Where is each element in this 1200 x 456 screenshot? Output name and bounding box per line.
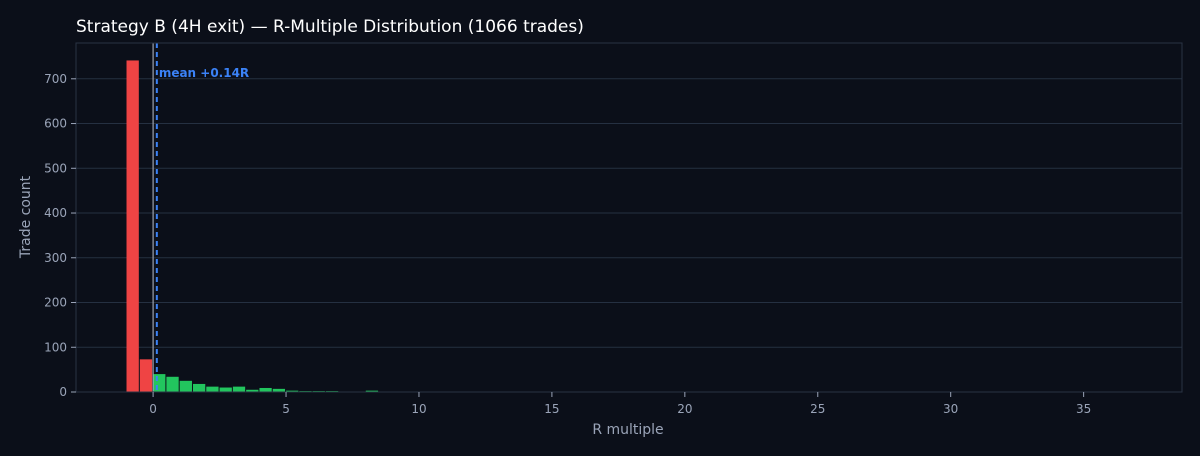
plot-frame <box>75 42 1183 393</box>
y-tick-label-200: 200 <box>44 296 67 310</box>
histogram-bar-17 <box>365 390 379 392</box>
histogram-bar-9 <box>246 389 259 392</box>
y-tick-label-0: 0 <box>59 385 67 399</box>
y-tick-label-300: 300 <box>44 251 67 265</box>
x-tick-label-15: 15 <box>544 402 559 416</box>
mean-annotation: mean +0.14R <box>159 66 249 80</box>
y-tick-label-100: 100 <box>44 340 67 354</box>
reference-lines: mean +0.14R <box>152 43 249 392</box>
chart-title: Strategy B (4H exit) — R-Multiple Distri… <box>76 17 584 37</box>
histogram-bar-1 <box>139 359 153 392</box>
histogram-bar-0 <box>126 60 139 392</box>
histogram-bar-6 <box>206 386 219 392</box>
histogram-bars <box>126 60 1150 392</box>
x-tick-label-30: 30 <box>943 402 958 416</box>
histogram-bar-7 <box>219 387 232 392</box>
y-tick-label-700: 700 <box>44 72 67 86</box>
x-tick-label-10: 10 <box>411 402 426 416</box>
tick-labels: 0 100 200 300 400 500 600 700 0 5 10 15 20 25 30 35 <box>44 72 1091 416</box>
x-tick-label-35: 35 <box>1076 402 1091 416</box>
grid <box>76 78 1182 393</box>
y-axis-label: Trade count <box>18 175 34 259</box>
x-tick-label-5: 5 <box>282 402 290 416</box>
y-tick-label-500: 500 <box>44 161 67 175</box>
histogram-bar-4 <box>179 380 192 392</box>
y-tick-label-400: 400 <box>44 206 67 220</box>
histogram-bar-2 <box>153 374 166 392</box>
x-axis-label: R multiple <box>592 422 663 438</box>
x-tick-label-25: 25 <box>810 402 825 416</box>
histogram-bar-5 <box>192 383 206 392</box>
y-tick-label-600: 600 <box>44 117 67 131</box>
axes <box>71 42 1183 397</box>
histogram-bar-10 <box>259 387 272 392</box>
x-tick-label-20: 20 <box>677 402 692 416</box>
histogram-bar-8 <box>232 386 246 392</box>
x-tick-label-0: 0 <box>149 402 157 416</box>
histogram-bar-3 <box>166 376 179 392</box>
histogram-bar-12 <box>286 390 299 392</box>
histogram-bar-11 <box>272 388 286 392</box>
